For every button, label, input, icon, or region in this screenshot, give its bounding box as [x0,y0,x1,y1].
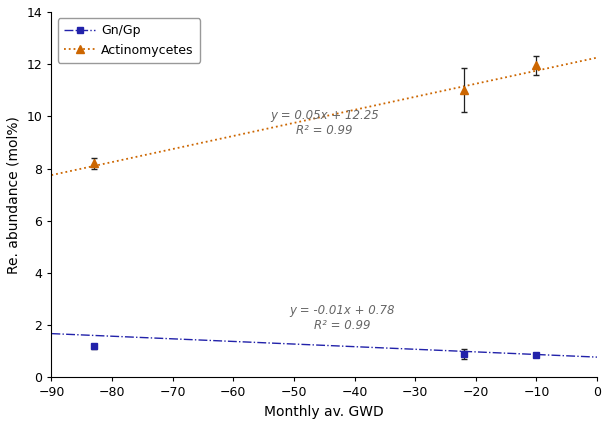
Legend: Gn/Gp, Actinomycetes: Gn/Gp, Actinomycetes [58,18,200,63]
Text: y = -0.01x + 0.78
R² = 0.99: y = -0.01x + 0.78 R² = 0.99 [289,304,395,332]
Y-axis label: Re. abundance (mol%): Re. abundance (mol%) [7,116,21,273]
X-axis label: Monthly av. GWD: Monthly av. GWD [264,405,384,419]
Text: y = 0.05x + 12.25
R² = 0.99: y = 0.05x + 12.25 R² = 0.99 [270,109,379,137]
